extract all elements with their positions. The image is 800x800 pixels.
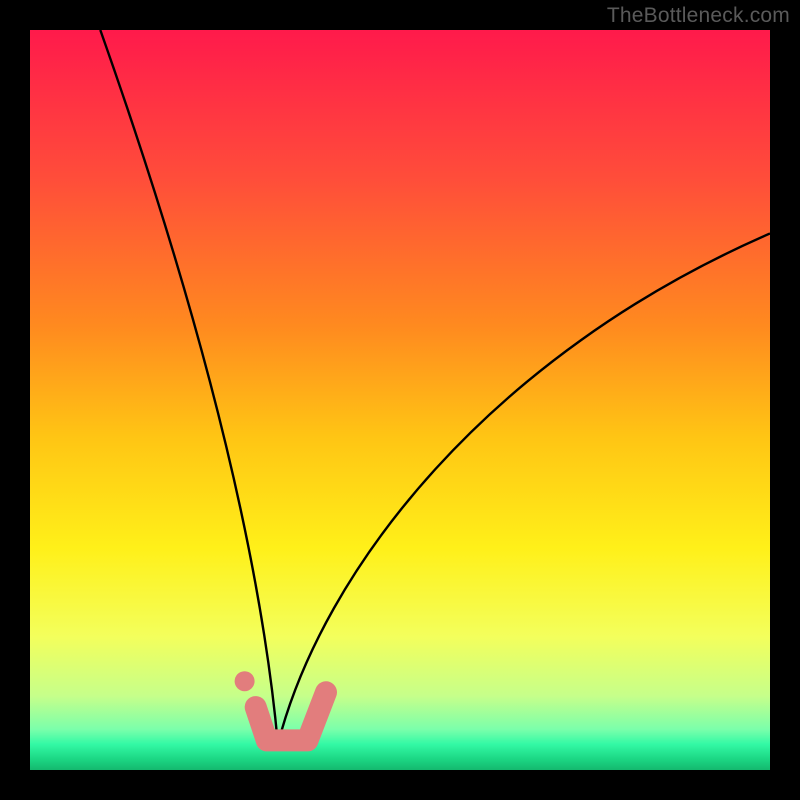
chart-background [30,30,770,770]
marker-dot [235,671,255,691]
bottleneck-chart: TheBottleneck.com [0,0,800,800]
chart-canvas [0,0,800,800]
